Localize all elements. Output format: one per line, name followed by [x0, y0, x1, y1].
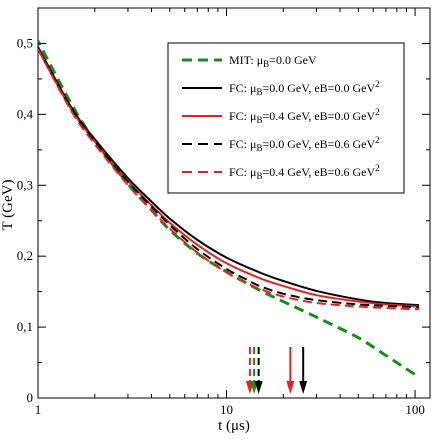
legend-label: FC: μB=0.4 GeV, eB=0.6 GeV2 [229, 163, 380, 181]
tick-layer: 1 10 100 0 0,1 0,2 0,3 0,4 0,5 [17, 8, 430, 417]
x-axis-title: t (μs) [218, 418, 250, 434]
fc-mu0-eb0-line [38, 46, 420, 307]
y-tick-label: 0,3 [17, 177, 33, 192]
legend-label: FC: μB=0.0 GeV, eB=0.0 GeV2 [229, 79, 380, 97]
legend-label: FC: μB=0.0 GeV, eB=0.6 GeV2 [229, 135, 380, 153]
x-tick-label: 10 [220, 402, 233, 417]
legend-item-mit: MIT: μB=0.0 GeV [182, 53, 317, 69]
legend-item-fc-mu0-eb0: FC: μB=0.0 GeV, eB=0.0 GeV2 [182, 79, 380, 97]
legend-item-fc-mu04-eb06: FC: μB=0.4 GeV, eB=0.6 GeV2 [182, 163, 380, 181]
plot-frame [37, 7, 431, 399]
x-tick-label: 100 [405, 402, 425, 417]
legend-label: MIT: μB=0.0 GeV [229, 53, 317, 69]
fc-mu04-eb06-line [38, 48, 420, 311]
y-tick-label: 0 [27, 390, 34, 405]
y-tick-label: 0,1 [17, 319, 33, 334]
fc-mu0-eb06-line [38, 47, 420, 309]
legend-item-fc-mu04-eb0: FC: μB=0.4 GeV, eB=0.0 GeV2 [182, 107, 380, 125]
time-marker-arrow [299, 347, 308, 394]
y-axis-title: T (GeV) [0, 180, 16, 231]
y-tick-label: 0,2 [17, 248, 33, 263]
series-layer [38, 37, 420, 376]
legend-box [167, 42, 405, 194]
arrow-layer [245, 347, 308, 394]
legend-item-fc-mu0-eb06: FC: μB=0.0 GeV, eB=0.6 GeV2 [182, 135, 380, 153]
time-marker-arrow [286, 347, 295, 394]
y-tick-label: 0,4 [17, 106, 34, 121]
x-tick-label: 1 [35, 402, 42, 417]
legend-label: FC: μB=0.4 GeV, eB=0.0 GeV2 [229, 107, 380, 125]
fc-mu04-eb0-line [38, 48, 420, 308]
time-marker-arrow [254, 347, 263, 394]
y-tick-label: 0,5 [17, 35, 33, 50]
legend: MIT: μB=0.0 GeV FC: μB=0.0 GeV, eB=0.0 Ge… [167, 42, 405, 194]
